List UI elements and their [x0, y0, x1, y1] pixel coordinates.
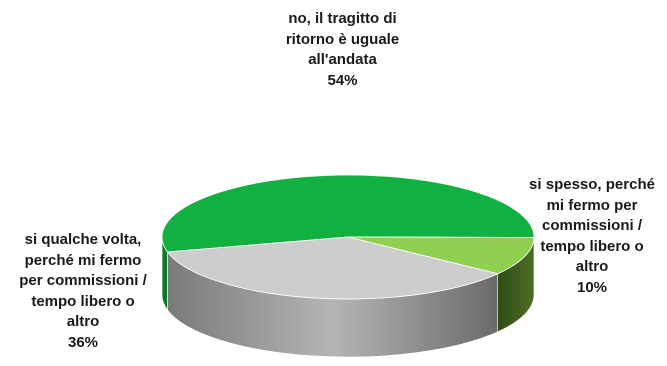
slice-percent-spesso: 10%	[576, 278, 608, 296]
slice-label-qualche-volta: si qualche volta, perché mi fermo per co…	[2, 230, 164, 353]
slice-percent-qualche-volta: 36%	[67, 333, 99, 351]
pie-tops	[161, 174, 535, 300]
pie-slice-qualche-volta	[166, 236, 499, 300]
pie-sides	[161, 237, 535, 358]
slice-percent-no: 54%	[327, 71, 358, 89]
slice-label-no: no, il tragitto di ritorno è uguale all'…	[255, 9, 430, 91]
pie-slice-no	[161, 174, 535, 253]
pie-slice-spesso	[347, 236, 535, 275]
slice-label-spesso: si spesso, perché mi fermo per commissio…	[517, 175, 667, 298]
